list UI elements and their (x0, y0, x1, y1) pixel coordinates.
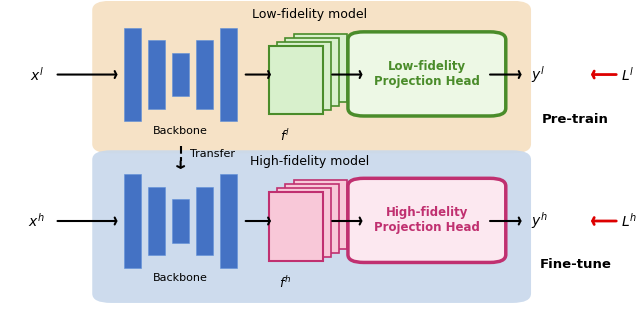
Text: Low-fidelity model: Low-fidelity model (253, 8, 367, 21)
FancyBboxPatch shape (348, 178, 506, 262)
FancyBboxPatch shape (148, 187, 166, 255)
Text: High-fidelity
Projection Head: High-fidelity Projection Head (374, 206, 480, 234)
FancyBboxPatch shape (196, 187, 214, 255)
FancyBboxPatch shape (172, 199, 189, 243)
FancyBboxPatch shape (124, 174, 141, 268)
FancyBboxPatch shape (92, 1, 531, 153)
FancyBboxPatch shape (220, 174, 237, 268)
Text: $f^h$: $f^h$ (279, 275, 291, 291)
Text: Fine-tune: Fine-tune (540, 258, 611, 270)
FancyBboxPatch shape (285, 38, 339, 106)
Text: $L^h$: $L^h$ (621, 212, 637, 230)
Text: $y^h$: $y^h$ (531, 211, 548, 231)
Text: Pre-train: Pre-train (542, 113, 609, 126)
Text: $x^l$: $x^l$ (29, 66, 44, 84)
Text: $y^l$: $y^l$ (531, 64, 545, 85)
FancyBboxPatch shape (148, 40, 166, 109)
FancyBboxPatch shape (172, 53, 189, 96)
Text: $x^h$: $x^h$ (28, 212, 45, 230)
FancyBboxPatch shape (220, 28, 237, 121)
FancyBboxPatch shape (277, 188, 331, 257)
Text: Low-fidelity
Projection Head: Low-fidelity Projection Head (374, 60, 480, 88)
FancyBboxPatch shape (285, 184, 339, 253)
FancyBboxPatch shape (294, 180, 348, 249)
Text: Backbone: Backbone (153, 126, 208, 136)
FancyBboxPatch shape (92, 150, 531, 303)
FancyBboxPatch shape (269, 46, 323, 115)
FancyBboxPatch shape (294, 34, 348, 102)
FancyBboxPatch shape (277, 42, 331, 110)
Text: High-fidelity model: High-fidelity model (250, 155, 370, 168)
FancyBboxPatch shape (196, 40, 214, 109)
Text: Transfer: Transfer (190, 149, 235, 159)
Text: $f^l$: $f^l$ (280, 128, 290, 144)
Text: $L^l$: $L^l$ (621, 66, 634, 84)
FancyBboxPatch shape (124, 28, 141, 121)
FancyBboxPatch shape (348, 32, 506, 116)
Text: Backbone: Backbone (153, 273, 208, 283)
FancyBboxPatch shape (269, 192, 323, 261)
